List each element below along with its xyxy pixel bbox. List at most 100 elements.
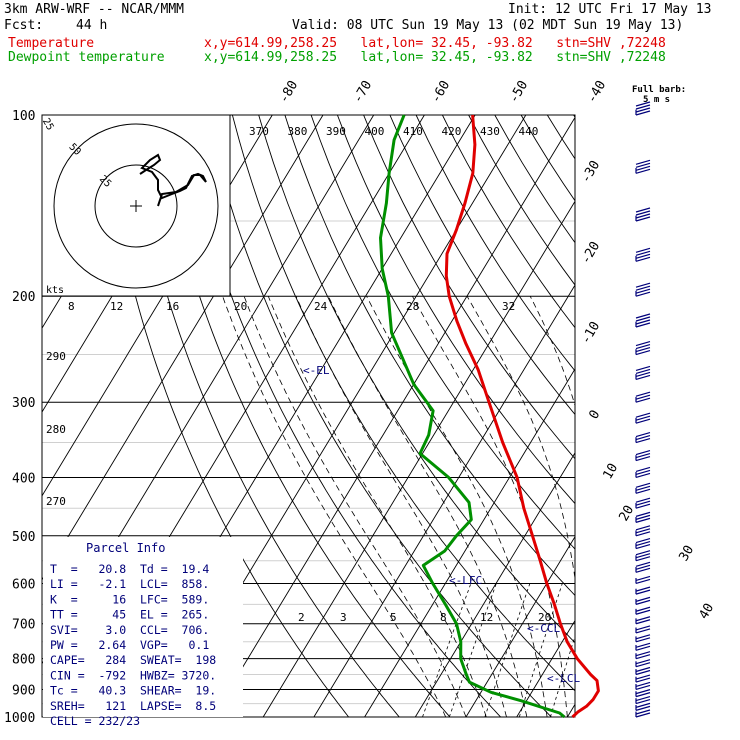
mixing-ratio-line — [448, 583, 497, 717]
wind-barb-flag — [635, 654, 651, 660]
theta-label-left: 280 — [46, 423, 66, 436]
wind-barb-flag — [635, 537, 651, 544]
wind-barb-flag — [635, 681, 651, 688]
wind-barb-flag — [635, 500, 651, 506]
temp-label-right: 40 — [696, 601, 717, 622]
temp-label-right: 0 — [586, 408, 603, 422]
isotherm — [618, 115, 740, 717]
wind-barb-flag — [635, 659, 651, 665]
mixing-ratio-label-top: 24 — [314, 300, 328, 313]
wind-barb-flag — [635, 107, 651, 113]
wind-barb-flag — [635, 431, 651, 438]
dry-adiabat — [389, 115, 575, 416]
pressure-tick-label: 600 — [12, 577, 35, 592]
wind-barb-flag — [635, 482, 651, 488]
wind-barb-flag — [635, 689, 651, 695]
wind-barb-flag — [635, 712, 651, 718]
wind-barb-flag — [635, 165, 651, 171]
wind-barb-flag — [635, 705, 651, 711]
wind-barb-flag — [635, 637, 651, 643]
wind-barb-flag — [635, 256, 651, 262]
wind-barb-flag — [635, 397, 651, 403]
wind-barb-flag — [635, 662, 651, 668]
forecast-label: Fcst: — [4, 18, 44, 33]
wind-barb-flag — [635, 213, 651, 219]
wind-barb-flag — [635, 418, 651, 424]
isotherm — [262, 200, 575, 717]
dry-adiabat — [336, 115, 575, 505]
wind-barb-flag — [635, 666, 651, 673]
mixing-ratio-label-top: 16 — [166, 300, 179, 313]
pressure-tick-label: 100 — [12, 109, 35, 124]
barb-legend-line1: Full barb: — [632, 85, 686, 95]
isotherm — [414, 452, 575, 717]
parcel-info-row: SVI= 3.0 CCL= 706. — [50, 623, 209, 637]
mixing-ratio-label-low: 3 — [340, 611, 347, 624]
temp-label-right: -30 — [578, 158, 603, 186]
wind-barb-flag — [635, 543, 651, 550]
pressure-tick-label: 400 — [12, 471, 35, 486]
mixing-ratio-label-top: 28 — [406, 300, 419, 313]
wind-barb-flag — [635, 346, 651, 353]
hodograph-inset: 25 50 25 kts — [40, 114, 231, 297]
wind-barb-flag — [635, 210, 651, 216]
wind-barb-flag — [635, 651, 651, 657]
mixing-ratio-line — [591, 583, 630, 717]
wind-barb-flag — [635, 343, 651, 350]
mixing-ratio-label-low: 12 — [480, 611, 493, 624]
wind-barbs — [635, 101, 651, 718]
parcel-info-background — [43, 537, 243, 717]
mixing-ratio-label-low: 2 — [298, 611, 305, 624]
mixing-ratio-line — [518, 583, 563, 717]
temp-label-top: -50 — [506, 78, 531, 106]
model-title: 3km ARW-WRF -- NCAR/MMM — [4, 2, 185, 17]
dry-adiabat — [600, 115, 740, 717]
wind-barb-flag — [635, 253, 651, 259]
wind-barb-flag — [635, 415, 651, 421]
isotherm — [313, 284, 575, 717]
isotherm — [364, 368, 575, 717]
wind-barb-flag — [635, 528, 651, 534]
wind-barb-flag — [635, 437, 651, 444]
temp-label-right: 30 — [676, 543, 697, 564]
wind-barb-flag — [635, 412, 651, 418]
theta-label: 380 — [288, 125, 308, 138]
marker-el: <-EL — [303, 364, 330, 377]
pressure-tick-label: 900 — [12, 683, 35, 698]
wind-barb-flag — [635, 674, 651, 680]
wind-barb-flag — [635, 553, 651, 559]
wind-barb-flag — [635, 449, 651, 456]
wind-barb-flag — [635, 514, 651, 520]
pressure-tick-label: 500 — [12, 530, 35, 545]
wind-barb-flag — [635, 288, 651, 294]
wind-barb-flag — [635, 469, 651, 476]
parcel-info-row: CIN = -792 HWBZ= 3720. — [50, 668, 216, 682]
theta-label: 370 — [249, 125, 269, 138]
wind-barb-flag — [635, 540, 651, 547]
wind-barb-flag — [635, 162, 651, 168]
wind-barb-flag — [635, 578, 651, 585]
mixing-ratio-label-top: 12 — [110, 300, 123, 313]
theta-label: 410 — [403, 125, 423, 138]
marker-lcl: <-LCL — [547, 672, 580, 685]
dewpoint-location-info: x,y=614.99,258.25 lat,lon= 32.45, -93.82… — [204, 50, 666, 65]
wind-barb-flag — [635, 282, 651, 288]
dry-adiabat — [626, 115, 740, 717]
theta-label: 390 — [326, 125, 346, 138]
parcel-info-title: Parcel Info — [86, 541, 165, 555]
wind-barb-flag — [635, 371, 651, 378]
wind-barb-flag — [635, 599, 651, 605]
dry-adiabat — [310, 115, 575, 550]
wind-barb-flag — [635, 550, 651, 556]
wind-barb-flag — [635, 368, 651, 375]
hodograph-ring-inner — [94, 164, 178, 248]
theta-label: 430 — [480, 125, 500, 138]
wind-barb-flag — [635, 677, 651, 683]
wind-barb-flag — [635, 596, 651, 602]
wind-barb-flag — [635, 567, 651, 573]
wind-barb-flag — [635, 606, 651, 612]
wind-barb-flag — [635, 619, 651, 625]
wind-barb-flag — [635, 291, 651, 297]
pressure-tick-label: 700 — [12, 618, 35, 633]
pressure-tick-label: 800 — [12, 653, 35, 668]
